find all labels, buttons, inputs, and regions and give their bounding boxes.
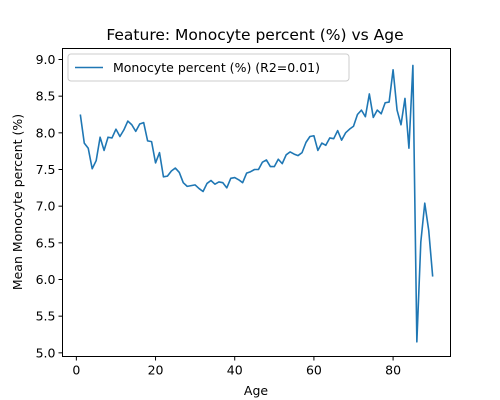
x-tick-label: 60 <box>306 363 322 378</box>
x-axis-label: Age <box>244 383 268 398</box>
x-tick-label: 80 <box>385 363 401 378</box>
y-axis: 5.0 5.5 6.0 6.5 7.0 7.5 8.0 8.5 9.0 <box>36 52 63 360</box>
x-tick-label: 20 <box>148 363 164 378</box>
x-tick-label: 40 <box>227 363 243 378</box>
plot-frame <box>62 48 451 357</box>
plot-area <box>62 48 451 357</box>
y-tick-label: 6.0 <box>36 272 56 287</box>
y-tick-label: 6.5 <box>36 235 56 250</box>
x-axis: 0 20 40 60 80 <box>72 356 401 378</box>
legend: Monocyte percent (%) (R2=0.01) <box>67 53 350 82</box>
legend-box <box>67 53 350 82</box>
y-tick-label: 7.0 <box>36 199 56 214</box>
y-tick-label: 8.0 <box>36 125 56 140</box>
legend-label: Monocyte percent (%) (R2=0.01) <box>113 60 320 75</box>
y-tick-label: 9.0 <box>36 52 56 67</box>
y-tick-label: 5.5 <box>36 309 56 324</box>
y-tick-label: 7.5 <box>36 162 56 177</box>
series-layer <box>79 64 434 343</box>
x-tick-label: 0 <box>72 363 80 378</box>
y-tick-label: 8.5 <box>36 89 56 104</box>
chart-title: Feature: Monocyte percent (%) vs Age <box>106 26 403 44</box>
y-axis-label: Mean Monocyte percent (%) <box>10 114 25 290</box>
series-line <box>79 64 434 343</box>
y-tick-label: 5.0 <box>36 345 56 360</box>
